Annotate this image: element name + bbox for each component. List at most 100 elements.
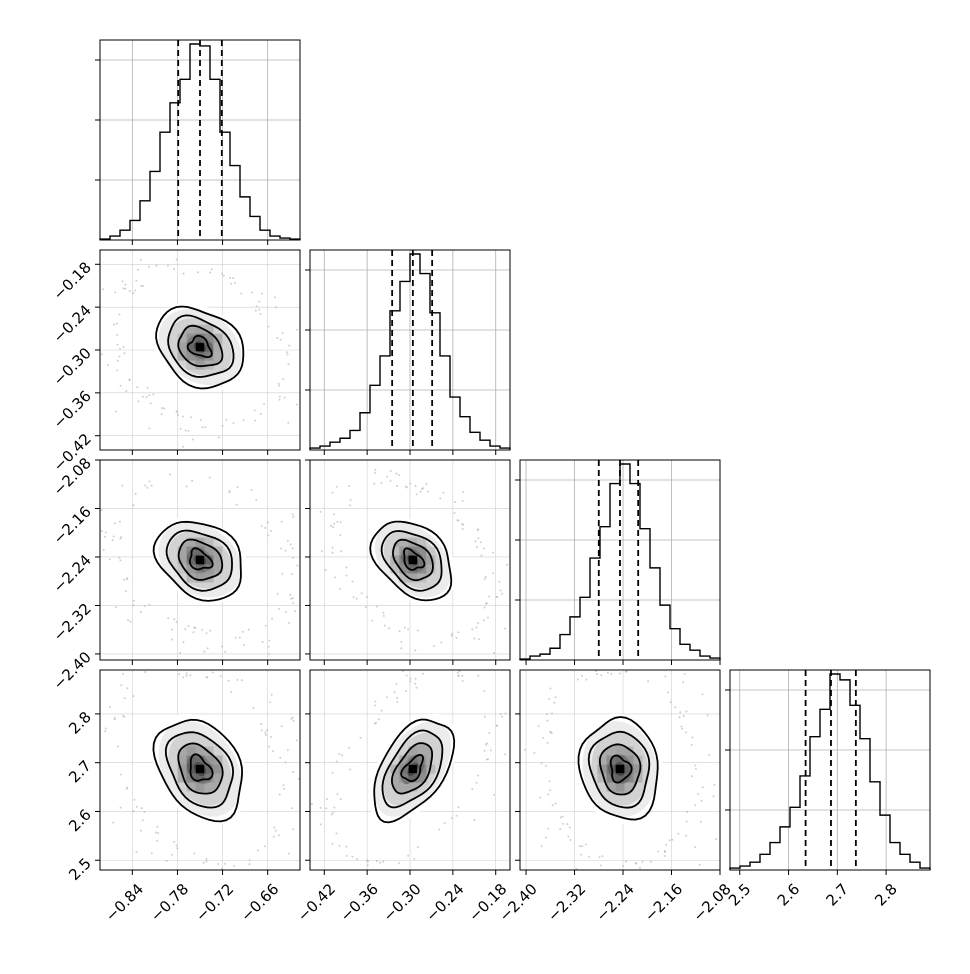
scatter-point [115, 410, 117, 413]
density-block [204, 755, 214, 765]
scatter-point [232, 277, 235, 280]
scatter-point [677, 832, 680, 835]
scatter-point [331, 551, 334, 554]
scatter-point [201, 628, 204, 631]
scatter-point [132, 810, 135, 813]
scatter-point [116, 359, 119, 362]
scatter-point [242, 419, 245, 422]
scatter-point [175, 844, 178, 847]
scatter-point [551, 804, 554, 807]
scatter-point [373, 482, 376, 485]
scatter-point [132, 599, 135, 602]
scatter-point [400, 647, 403, 650]
scatter-point [120, 684, 123, 687]
scatter-point [453, 512, 456, 515]
scatter-point [283, 396, 286, 399]
scatter-point [149, 402, 152, 405]
density-block [213, 764, 223, 774]
scatter-point [336, 793, 339, 796]
density-block [195, 324, 205, 334]
scatter-point [292, 719, 295, 722]
density-block [213, 333, 223, 343]
density-block [177, 755, 187, 765]
scatter-point [506, 563, 509, 566]
scatter-point [129, 620, 132, 623]
scatter-point [405, 690, 408, 692]
contour-line [189, 547, 214, 571]
scatter-point [141, 284, 144, 287]
contour-line [152, 718, 244, 823]
scatter-point [331, 771, 334, 774]
scatter-point [286, 539, 289, 542]
scatter-point [488, 732, 491, 734]
x-tick-label: −0.42 [294, 880, 339, 925]
scatter-point [539, 796, 542, 799]
density-block [204, 537, 214, 547]
scatter-point [345, 855, 348, 857]
scatter-point [600, 674, 603, 677]
scatter-point [351, 580, 354, 583]
scatter-point [113, 522, 116, 525]
scatter-point [324, 569, 327, 571]
scatter-point [348, 485, 351, 488]
contour-line [152, 520, 242, 602]
scatter-point [682, 715, 685, 718]
scatter-point [319, 823, 322, 826]
scatter-point [189, 674, 192, 677]
scatter-point [443, 822, 446, 825]
scatter-point [178, 673, 181, 676]
scatter-point [184, 429, 187, 432]
scatter-point [137, 400, 140, 403]
density-block [213, 773, 223, 783]
scatter-point [330, 524, 333, 527]
scatter-point [292, 556, 295, 559]
scatter-point [179, 427, 182, 430]
scatter-point [290, 597, 293, 600]
scatter-point [686, 810, 689, 813]
scatter-point [224, 650, 227, 653]
scatter-point [488, 595, 491, 598]
scatter-point [575, 867, 578, 870]
x-tick-label: −0.66 [237, 880, 282, 925]
scatter-point [398, 474, 401, 476]
scatter-point [254, 309, 257, 312]
scatter-point [373, 471, 376, 474]
density-block [195, 333, 205, 343]
y-tick-label: −0.36 [50, 387, 95, 432]
density-block [408, 573, 418, 583]
scatter-point [278, 384, 281, 387]
scatter-point [409, 677, 412, 680]
scatter-point [123, 697, 126, 700]
density-block [615, 755, 625, 765]
density-block [186, 564, 196, 574]
scatter-point [566, 823, 569, 826]
scatter-point [205, 632, 208, 635]
scatter-point [264, 733, 267, 736]
scatter-point [100, 530, 103, 533]
scatter-point [127, 619, 130, 622]
hist-panel-0 [95, 39, 301, 245]
density-block [204, 333, 214, 343]
scatter-point [124, 590, 127, 592]
scatter-point [113, 716, 116, 719]
scatter-point [185, 672, 188, 675]
scatter-point [121, 484, 124, 487]
scatter-point [182, 641, 185, 644]
scatter-point [104, 531, 107, 534]
scatter-point [366, 596, 368, 598]
scatter-point [587, 855, 590, 858]
scatter-point [694, 764, 697, 767]
scatter-point [475, 626, 478, 629]
scatter-point [414, 484, 417, 487]
x-tick-label: −2.24 [593, 880, 638, 925]
scatter-point [674, 706, 677, 709]
scatter-point [559, 828, 562, 831]
density-block [177, 773, 187, 783]
scatter-point [268, 639, 271, 642]
density-block [624, 755, 634, 765]
scatter-point [694, 846, 697, 849]
scatter-point [288, 852, 290, 855]
scatter-point [173, 268, 175, 271]
scatter-point [335, 485, 338, 488]
scatter-point [554, 696, 557, 699]
